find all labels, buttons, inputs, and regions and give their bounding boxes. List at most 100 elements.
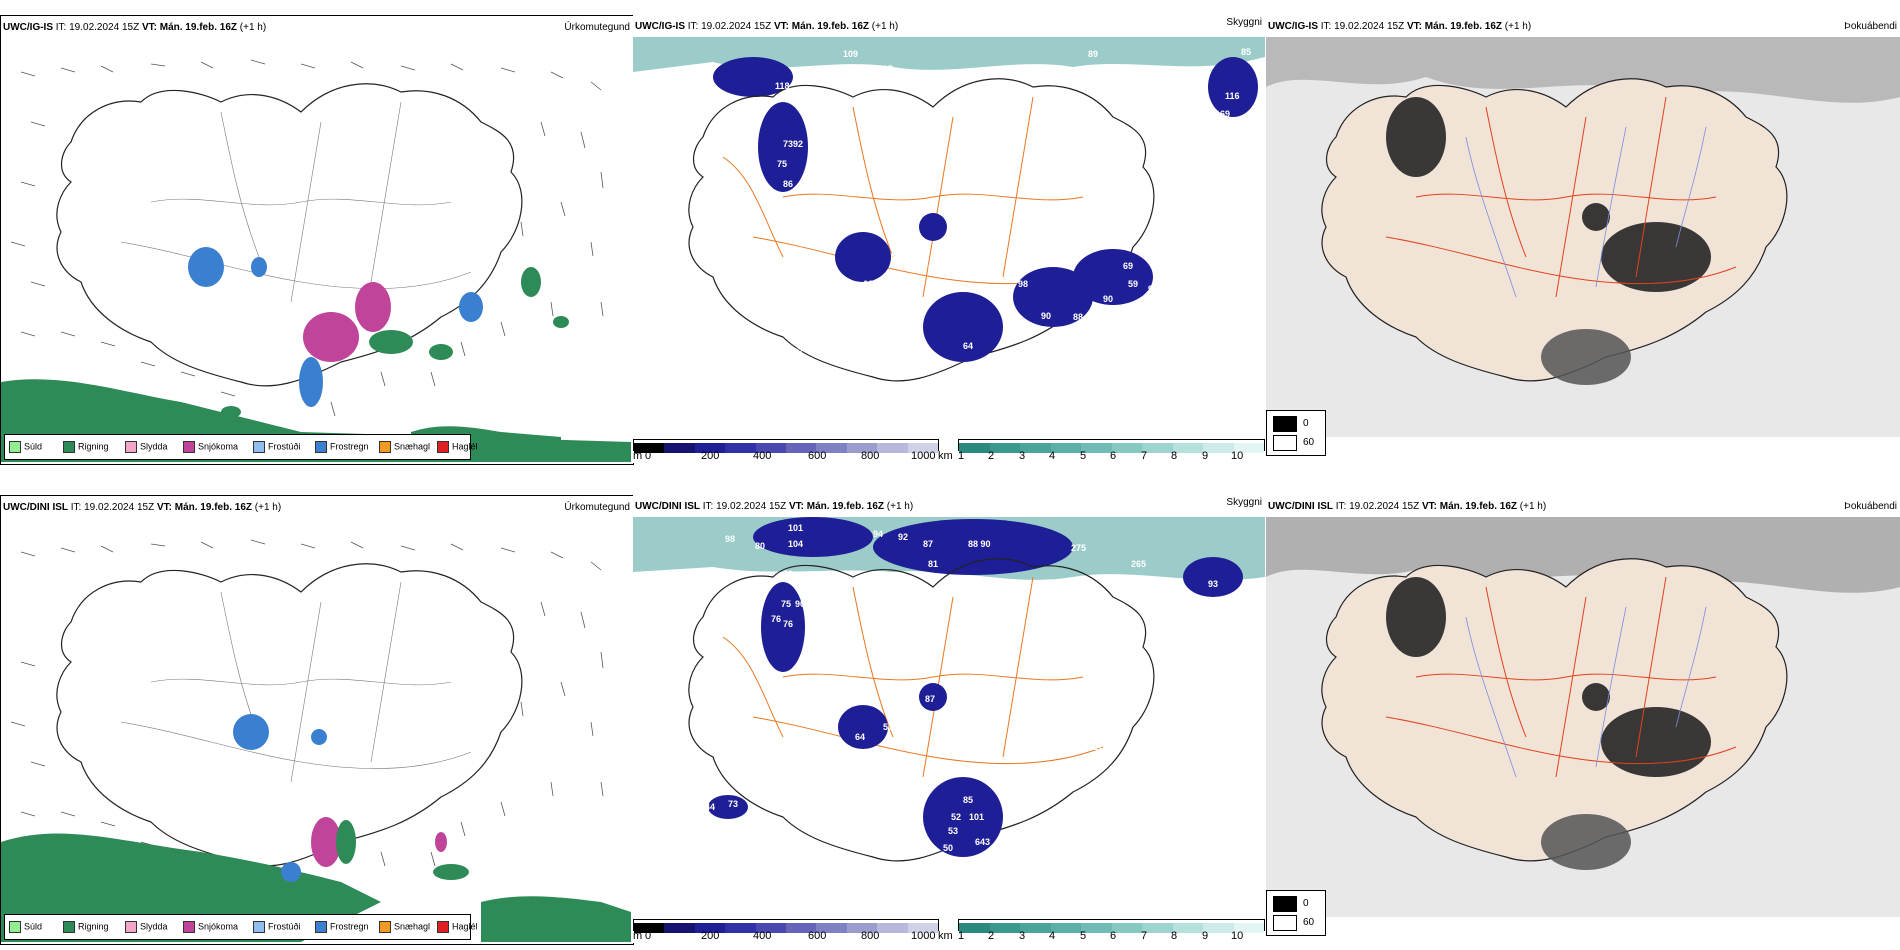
cloud-base-colorbar bbox=[633, 439, 939, 453]
svg-text:104: 104 bbox=[788, 539, 803, 549]
colorbar-tick: 9 bbox=[1202, 450, 1209, 462]
colorbar-tick: 600 bbox=[808, 930, 827, 942]
roads bbox=[1385, 96, 1737, 298]
precip-legend: Súld Rigning Slydda Snjókoma Frostúði Fr… bbox=[4, 914, 478, 940]
svg-text:52: 52 bbox=[951, 812, 961, 822]
cloud-map: 109 107 104 118 73 75 92 86 66 91 69 55 … bbox=[633, 37, 1265, 409]
cloud-map: 101 104 94 92 87 88 90 81 98 80 73 75 90… bbox=[633, 517, 1265, 862]
svg-text:87: 87 bbox=[923, 539, 933, 549]
svg-text:98: 98 bbox=[745, 599, 755, 609]
precip-shading bbox=[1, 714, 631, 942]
legend-item: Frostregn bbox=[315, 921, 369, 933]
colorbar-tick: 2 bbox=[988, 450, 995, 462]
iceland-outline bbox=[56, 83, 523, 387]
colorbar-tick: 3 bbox=[1019, 450, 1026, 462]
svg-text:127: 127 bbox=[1088, 742, 1103, 752]
colorbar-tick: 7 bbox=[1141, 930, 1148, 942]
colorbar-tick: 1 bbox=[958, 450, 965, 462]
fog-legend-label: 0 bbox=[1303, 418, 1309, 429]
svg-text:284: 284 bbox=[898, 319, 913, 329]
legend-item: Slydda bbox=[125, 921, 168, 933]
colorbar-tick: 200 bbox=[701, 450, 720, 462]
colorbar-tick: 10 bbox=[1231, 450, 1244, 462]
panel-title: UWC/IG-IS IT: 19.02.2024 15Z VT: Mán. 19… bbox=[1268, 21, 1532, 32]
svg-text:85: 85 bbox=[978, 367, 988, 377]
svg-text:92: 92 bbox=[898, 532, 908, 542]
svg-text:116: 116 bbox=[1225, 91, 1240, 101]
colorbar-tick: 800 bbox=[861, 450, 880, 462]
colorbar-tick: 9 bbox=[1202, 930, 1209, 942]
precip-panel-row1: UWC/IG-IS IT: 19.02.2024 15Z VT: Mán. 19… bbox=[0, 15, 634, 465]
cloud-panel-row2: Skyggni 101 104 94 92 87 88 90 81 98 80 … bbox=[633, 495, 1265, 943]
legend-item: Frostregn bbox=[315, 441, 369, 453]
svg-text:275: 275 bbox=[1071, 543, 1086, 553]
fog-areas bbox=[1386, 97, 1711, 385]
legend-item: Haglél bbox=[437, 921, 478, 933]
precip-map bbox=[1, 539, 631, 942]
svg-text:98: 98 bbox=[725, 534, 735, 544]
visibility-colorbar bbox=[958, 439, 1265, 453]
panel-title: UWC/IG-IS IT: 19.02.2024 15Z VT: Mán. 19… bbox=[635, 21, 899, 32]
colorbar-tick: 4 bbox=[1049, 450, 1056, 462]
svg-text:44: 44 bbox=[953, 369, 963, 379]
colorbar-tick: 0 bbox=[645, 450, 652, 462]
panel-title: UWC/IG-IS IT: 19.02.2024 15Z VT: Mán. 19… bbox=[3, 22, 267, 33]
svg-text:73: 73 bbox=[728, 799, 738, 809]
svg-text:98: 98 bbox=[1018, 279, 1028, 289]
panel-type-label: Úrkomutegund bbox=[564, 502, 630, 513]
svg-text:55: 55 bbox=[848, 287, 858, 297]
colorbar-tick: 400 bbox=[753, 450, 772, 462]
svg-text:108: 108 bbox=[1016, 734, 1031, 744]
svg-text:64: 64 bbox=[855, 732, 865, 742]
roads bbox=[722, 96, 1104, 298]
colorbar-tick: 10 bbox=[1231, 930, 1244, 942]
svg-text:104: 104 bbox=[908, 79, 923, 89]
precip-shading bbox=[1, 247, 631, 462]
svg-text:107: 107 bbox=[878, 64, 893, 74]
svg-text:86: 86 bbox=[783, 179, 793, 189]
svg-text:90: 90 bbox=[1103, 294, 1113, 304]
legend-item: Súld bbox=[9, 921, 42, 933]
svg-text:75: 75 bbox=[777, 159, 787, 169]
colorbar-tick: 400 bbox=[753, 930, 772, 942]
colorbar-tick: 8 bbox=[1171, 450, 1178, 462]
svg-text:54: 54 bbox=[895, 324, 905, 334]
svg-text:93: 93 bbox=[703, 257, 713, 267]
svg-text:81: 81 bbox=[928, 559, 938, 569]
svg-text:101: 101 bbox=[969, 812, 984, 822]
colorbar-tick: 600 bbox=[808, 450, 827, 462]
fog-map bbox=[1266, 37, 1900, 437]
colorbar-tick: 800 bbox=[861, 930, 880, 942]
precip-map bbox=[1, 59, 631, 462]
colorbar-unit: m bbox=[633, 450, 643, 462]
fog-panel-row2: UWC/DINI ISL IT: 19.02.2024 15Z VT: Mán.… bbox=[1266, 495, 1900, 943]
panel-title: UWC/DINI ISL IT: 19.02.2024 15Z VT: Mán.… bbox=[3, 502, 282, 513]
legend-item: Súld bbox=[9, 441, 42, 453]
panel-type-label: Þokuábendi bbox=[1844, 501, 1897, 512]
colorbar-tick: 3 bbox=[1019, 930, 1026, 942]
panel-title: UWC/DINI ISL IT: 19.02.2024 15Z VT: Mán.… bbox=[635, 501, 914, 512]
colorbar-tick: 1000 bbox=[911, 930, 936, 942]
svg-text:643: 643 bbox=[975, 837, 990, 847]
svg-text:76: 76 bbox=[771, 614, 781, 624]
svg-text:101: 101 bbox=[788, 523, 803, 533]
svg-text:247: 247 bbox=[903, 759, 918, 769]
svg-text:109: 109 bbox=[843, 49, 858, 59]
cloud-base-labels: 101 104 94 92 87 88 90 81 98 80 73 75 90… bbox=[705, 523, 1218, 853]
svg-text:76: 76 bbox=[783, 619, 793, 629]
svg-text:53: 53 bbox=[948, 826, 958, 836]
svg-text:59: 59 bbox=[1128, 279, 1138, 289]
svg-text:524: 524 bbox=[801, 584, 816, 594]
colorbar-tick: 5 bbox=[1080, 930, 1087, 942]
svg-text:85: 85 bbox=[963, 795, 973, 805]
svg-text:90: 90 bbox=[1159, 234, 1169, 244]
panel-type-label: Skyggni bbox=[1226, 497, 1262, 508]
svg-text:48: 48 bbox=[923, 399, 933, 409]
svg-text:89: 89 bbox=[1088, 49, 1098, 59]
svg-text:87: 87 bbox=[925, 694, 935, 704]
colorbar-unit: km bbox=[938, 450, 953, 462]
svg-text:85: 85 bbox=[1241, 47, 1251, 57]
colorbar-tick: 1 bbox=[958, 930, 965, 942]
colorbar-tick: 4 bbox=[1049, 930, 1056, 942]
svg-text:73: 73 bbox=[783, 139, 793, 149]
